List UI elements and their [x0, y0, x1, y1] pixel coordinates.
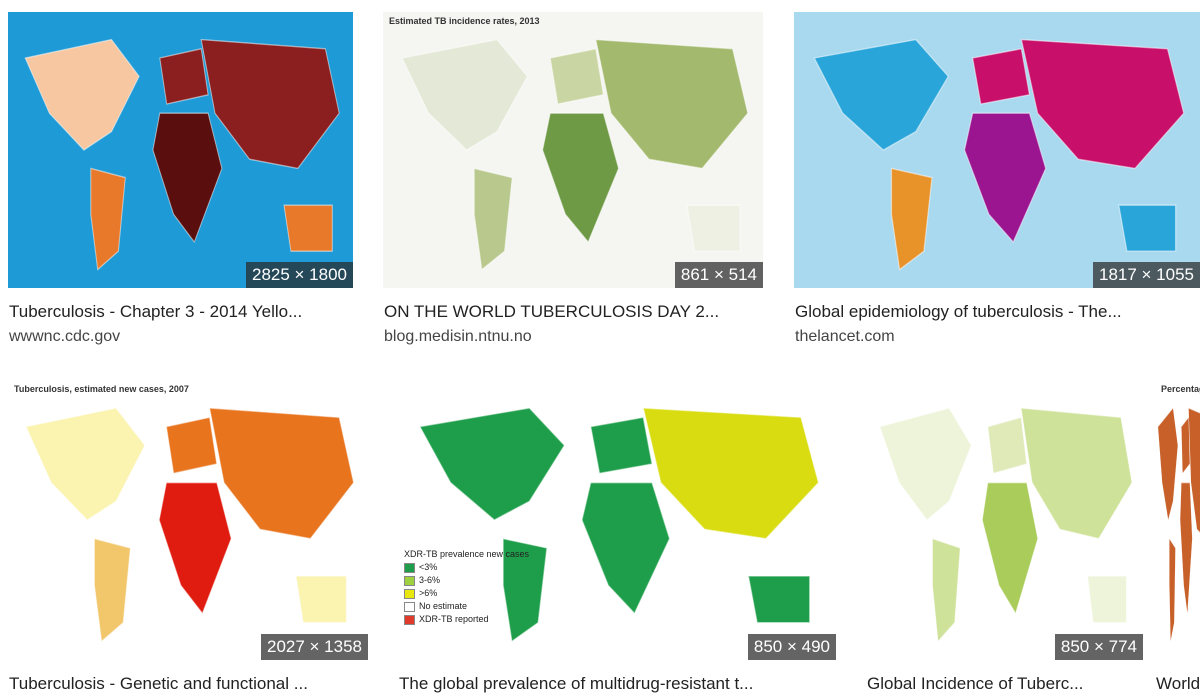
landmass	[1157, 407, 1178, 521]
legend-entry: No estimate	[404, 600, 529, 613]
legend-label: <3%	[419, 562, 438, 572]
landmass	[890, 167, 933, 271]
landmass	[1169, 537, 1176, 643]
result-source[interactable]: wwwnc.cdc.gov	[9, 328, 121, 345]
landmass	[549, 48, 605, 105]
legend-label: No estimate	[419, 601, 468, 611]
size-badge: 850 × 774	[1054, 634, 1143, 660]
landmass	[1180, 481, 1193, 615]
landmass	[542, 112, 620, 244]
landmass	[283, 204, 333, 252]
landmass	[987, 416, 1028, 475]
landmass	[295, 575, 347, 624]
map-image	[401, 38, 749, 271]
landmass	[813, 38, 950, 151]
thumbnail[interactable]: 2825 × 1800	[8, 12, 353, 288]
landmass	[879, 407, 972, 521]
map-title: Estimated TB incidence rates, 2013	[389, 16, 540, 26]
legend-label: >6%	[419, 588, 438, 598]
result-title[interactable]: Tuberculosis - Genetic and functional ..…	[9, 674, 308, 693]
thumbnail[interactable]: Tuberculosis, estimated new cases, 2007 2…	[8, 380, 368, 660]
result-title[interactable]: Global epidemiology of tuberculosis - Th…	[795, 302, 1122, 321]
legend-swatch	[404, 601, 415, 612]
legend-label: XDR-TB reported	[419, 614, 489, 624]
landmass	[158, 481, 232, 615]
thumbnail[interactable]: XDR-TB prevalence new cases <3% 3-6% >6% No …	[398, 380, 836, 660]
landmass	[963, 112, 1047, 244]
landmass	[642, 407, 820, 540]
thumbnail[interactable]: Estimated TB incidence rates, 2013 861 × …	[383, 12, 763, 288]
landmass	[1118, 204, 1177, 252]
map-title: Percentage	[1161, 384, 1200, 394]
thumbnail[interactable]: 1817 × 1055	[794, 12, 1200, 288]
legend-swatch	[404, 588, 415, 599]
landmass	[159, 48, 209, 105]
legend-swatch	[404, 575, 415, 586]
result-title[interactable]: Tuberculosis - Chapter 3 - 2014 Yello...	[9, 302, 303, 321]
size-badge: 2825 × 1800	[245, 262, 353, 288]
map-image	[813, 38, 1185, 271]
landmass	[152, 112, 223, 244]
landmass	[595, 38, 749, 170]
landmass	[25, 407, 146, 521]
landmass	[686, 204, 741, 252]
landmass	[1020, 38, 1185, 170]
landmass	[981, 481, 1039, 615]
landmass	[473, 167, 513, 271]
landmass	[165, 416, 218, 475]
landmass	[932, 537, 961, 643]
map-image	[24, 38, 340, 271]
size-badge: 861 × 514	[674, 262, 763, 288]
legend-entry: 3-6%	[404, 574, 529, 587]
map-title: Tuberculosis, estimated new cases, 2007	[14, 384, 189, 394]
legend-entry: >6%	[404, 587, 529, 600]
landmass	[581, 481, 671, 615]
landmass	[589, 416, 653, 475]
legend-swatch	[404, 562, 415, 573]
result-title[interactable]: Global Incidence of Tuberc...	[867, 674, 1084, 693]
landmass	[502, 537, 548, 643]
legend-label: 3-6%	[419, 575, 441, 585]
landmass	[1188, 407, 1200, 534]
landmass	[200, 38, 340, 170]
map-image	[879, 407, 1133, 643]
map-legend: XDR-TB prevalence new cases <3% 3-6% >6% No …	[404, 548, 529, 626]
size-badge: 2027 × 1358	[260, 634, 368, 660]
landmass	[1020, 407, 1133, 540]
landmass	[208, 407, 355, 540]
landmass	[418, 407, 566, 521]
size-badge: 850 × 490	[747, 634, 836, 660]
legend-swatch	[404, 614, 415, 625]
result-title[interactable]: The global prevalence of multidrug-resis…	[399, 674, 754, 693]
landmass	[747, 575, 811, 624]
size-badge: 1817 × 1055	[1092, 262, 1200, 288]
landmass	[1181, 416, 1190, 475]
legend-title: XDR-TB prevalence new cases	[404, 549, 530, 559]
landmass	[24, 38, 140, 151]
result-title[interactable]: World	[1156, 674, 1200, 693]
result-source[interactable]: blog.medisin.ntnu.no	[384, 328, 532, 345]
landmass	[90, 167, 126, 271]
landmass	[93, 537, 131, 643]
result-title[interactable]: ON THE WORLD TUBERCULOSIS DAY 2...	[384, 302, 720, 321]
thumbnail[interactable]: Percentage	[1155, 380, 1200, 660]
landmass	[971, 48, 1031, 105]
map-image	[418, 407, 820, 643]
landmass	[401, 38, 529, 151]
map-image	[1157, 407, 1200, 643]
landmass	[1087, 575, 1127, 624]
legend-entry: XDR-TB reported	[404, 613, 529, 626]
legend-entry: <3%	[404, 561, 529, 574]
result-source[interactable]: thelancet.com	[795, 328, 895, 345]
thumbnail[interactable]: 850 × 774	[866, 380, 1143, 660]
map-image	[25, 407, 355, 643]
